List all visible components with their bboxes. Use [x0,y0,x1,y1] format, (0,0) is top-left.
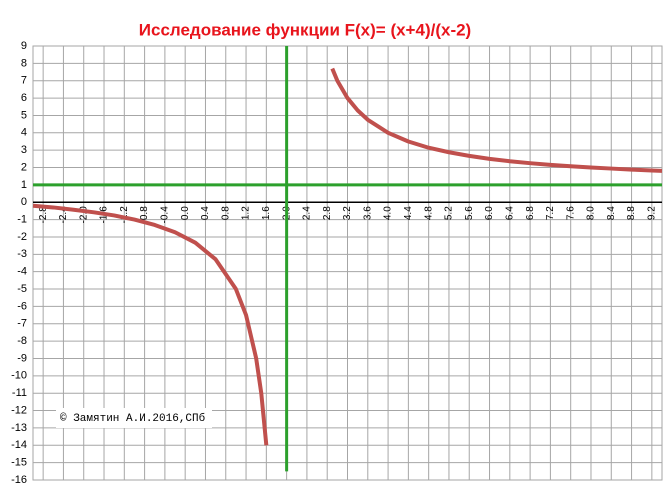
x-tick-label: 5.6 [464,206,475,220]
y-tick-label: 4 [21,127,27,139]
x-tick-label: 6.8 [525,206,536,220]
y-tick-label: 6 [21,92,27,104]
y-tick-label: 7 [21,75,27,87]
x-tick-label: 5.2 [444,206,455,220]
chart-title: Исследование функции F(x)= (x+4)/(x-2) [139,20,471,39]
x-tick-label: 0.8 [220,206,231,220]
x-tick-label: 4.8 [423,206,434,220]
x-tick-label: 8.8 [626,206,637,220]
y-tick-label: 0 [21,196,27,208]
x-tick-label: 3.6 [362,206,373,220]
y-tick-label: -3 [17,248,27,260]
y-tick-label: 8 [21,57,27,69]
x-tick-label: 8.0 [586,206,597,220]
x-tick-label: 0.0 [180,206,191,220]
x-tick-label: -2.8 [38,206,49,224]
y-tick-label: -8 [17,335,27,347]
x-tick-label: 6.4 [504,206,515,220]
x-tick-label: 3.2 [342,206,353,220]
y-tick-label: -4 [17,266,27,278]
x-tick-label: -1.2 [119,206,130,224]
annotation: © Замятин А.И.2016,СПб [60,412,205,425]
x-tick-label: 0.4 [200,206,211,220]
y-tick-label: -13 [11,422,27,434]
function-curve [32,67,663,446]
y-tick-label: -10 [11,370,27,382]
x-tick-label: 9.2 [646,206,657,220]
x-tick-label: 2.8 [322,206,333,220]
y-tick-label: 1 [21,179,27,191]
y-tick-label: 3 [21,144,27,156]
x-tick-label: 8.4 [606,206,617,220]
y-tick-label: -1 [17,214,27,226]
y-tick-label: -7 [17,318,27,330]
y-tick-label: -16 [11,474,27,486]
y-tick-label: 2 [21,161,27,173]
y-tick-label: -9 [17,352,27,364]
x-tick-label: -0.4 [160,206,171,224]
x-tick-label: -2.0 [78,206,89,224]
y-tick-label: -12 [11,404,27,416]
y-tick-label: -5 [17,283,27,295]
y-tick-label: 9 [21,40,27,52]
x-tick-label: 4.4 [403,206,414,220]
x-tick-label: 6.0 [484,206,495,220]
y-tick-label: -15 [11,457,27,469]
annotation-box [56,408,212,428]
y-tick-label: -14 [11,439,27,451]
x-tick-label: 1.2 [241,206,252,220]
x-tick-label: 7.6 [565,206,576,220]
x-tick-label: -2.4 [58,206,69,224]
y-tick-label: -11 [12,387,27,399]
x-tick-label: -0.8 [139,206,150,224]
x-tick-label: 1.6 [261,206,272,220]
y-tick-label: -6 [17,300,27,312]
x-tick-label: 7.2 [545,206,556,220]
y-tick-label: 5 [21,109,27,121]
x-tick-label: 4.0 [383,206,394,220]
x-tick-label: 2.4 [302,206,313,220]
y-tick-label: -2 [17,231,27,243]
